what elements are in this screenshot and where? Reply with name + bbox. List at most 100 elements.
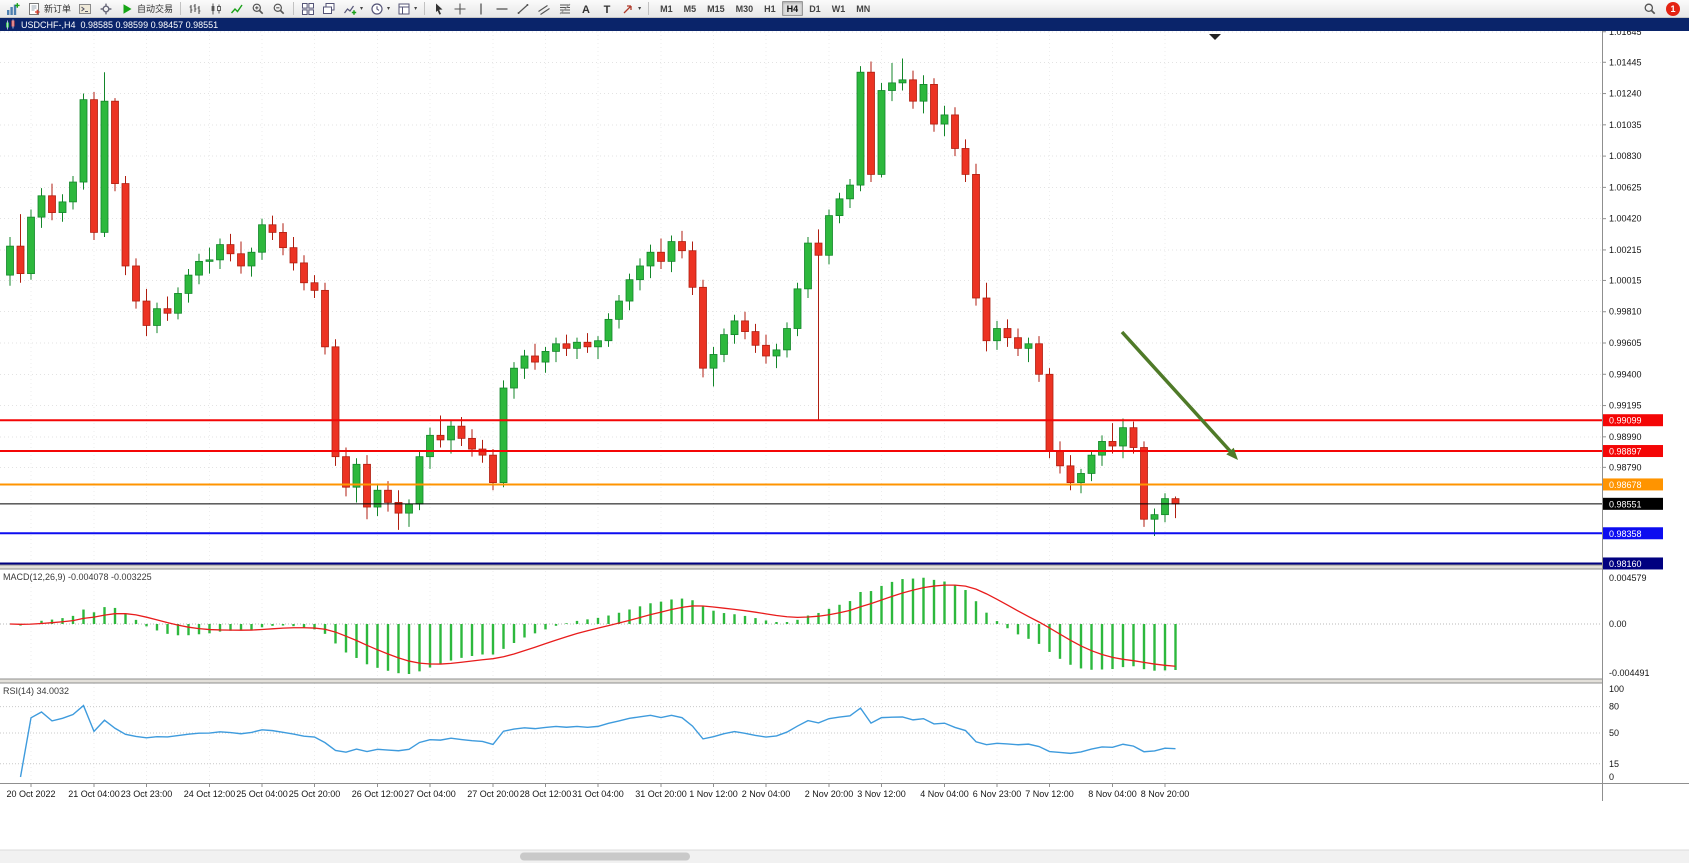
price-tick-label: 1.00420 [1609, 214, 1642, 224]
metaeditor-button[interactable] [75, 1, 95, 17]
periods-button[interactable]: ▾ [367, 1, 393, 17]
price-tick-label: 1.01645 [1609, 31, 1642, 37]
horizontal-scrollbar[interactable] [0, 849, 1689, 863]
level-price-tag-label: 0.98358 [1609, 529, 1642, 539]
zoom-out-button[interactable] [269, 1, 289, 17]
timeframe-mn[interactable]: MN [856, 4, 871, 14]
time-tick-label: 26 Oct 12:00 [352, 789, 404, 799]
timeframe-m30[interactable]: M30 [735, 4, 754, 14]
search-button[interactable] [1640, 1, 1660, 17]
indicators-icon [344, 5, 357, 15]
tile-windows-button[interactable] [298, 1, 318, 17]
cursor-icon [436, 3, 443, 15]
options-button[interactable] [96, 1, 116, 17]
timeframe-group: M1 M5 M15 M30 H1 H4 D1 W1 MN [655, 1, 875, 16]
toolbar-right-group: 1 [1640, 1, 1686, 17]
cascade-windows-icon [323, 2, 335, 14]
pane-separators[interactable] [0, 564, 1689, 684]
chart-window-icon [6, 19, 15, 30]
scrollbar-thumb[interactable] [520, 852, 690, 861]
crosshair-button[interactable] [450, 1, 470, 17]
time-tick-label: 6 Nov 23:00 [973, 789, 1022, 799]
cursor-button[interactable] [429, 1, 449, 17]
timeframe-m5[interactable]: M5 [683, 4, 697, 14]
templates-button[interactable]: ▾ [394, 1, 420, 17]
autotrading-button[interactable]: 自动交易 [117, 1, 176, 17]
arrows-tool-button[interactable]: ▾ [618, 1, 644, 17]
bar-chart-button[interactable] [185, 1, 205, 17]
timeframe-m15[interactable]: M15 [707, 4, 725, 14]
zoom-out-icon [273, 3, 285, 14]
level-price-tag-label: 0.98897 [1609, 447, 1642, 457]
horizontal-levels[interactable] [0, 419, 1602, 565]
tile-windows-icon [302, 2, 315, 15]
toolbar-separator [648, 2, 650, 15]
trendline-button[interactable] [513, 1, 533, 17]
crosshair-icon [454, 3, 466, 14]
bid-price-tag [1603, 497, 1663, 510]
trend-arrow-annotation[interactable] [1120, 330, 1238, 460]
level-price-tag-label: 0.98551 [1609, 499, 1642, 509]
new-chart-icon [7, 2, 20, 15]
macd-axis-min: -0.004491 [1609, 668, 1650, 678]
time-tick-label: 2 Nov 04:00 [742, 789, 791, 799]
time-tick-label: 1 Nov 12:00 [689, 789, 738, 799]
time-tick-label: 27 Oct 20:00 [467, 789, 519, 799]
time-tick-label: 25 Oct 04:00 [236, 789, 288, 799]
timeframe-h4[interactable]: H4 [781, 1, 804, 16]
rsi-line [19, 704, 1176, 778]
indicators-button[interactable]: ▾ [340, 1, 366, 17]
fibonacci-button[interactable] [555, 1, 575, 17]
line-chart-button[interactable] [227, 1, 247, 17]
price-chart-canvas[interactable]: MACD(12,26,9) -0.004078 -0.003225 RSI(14)… [0, 31, 1689, 863]
chart-shift-marker-icon[interactable] [1209, 34, 1221, 40]
rsi-pane: RSI(14) 34.0032 [0, 686, 1602, 778]
rsi-axis-label: 0 [1609, 772, 1614, 782]
vertical-line-icon [480, 3, 482, 14]
text-tool-icon: A [582, 4, 590, 16]
trendline-icon [517, 3, 529, 14]
zoom-in-button[interactable] [248, 1, 268, 17]
new-order-button[interactable]: 新订单 [24, 1, 74, 17]
time-tick-label: 24 Oct 12:00 [184, 789, 236, 799]
price-tick-label: 0.99400 [1609, 369, 1642, 379]
timeframe-d1[interactable]: D1 [809, 4, 821, 14]
new-order-label: 新订单 [44, 4, 72, 14]
time-tick-label: 20 Oct 2022 [6, 789, 55, 799]
price-tick-label: 1.01240 [1609, 89, 1642, 99]
chart-title: USDCHF-,H4 0.98585 0.98599 0.98457 0.985… [21, 19, 219, 30]
level-price-tag-label: 0.98678 [1609, 480, 1642, 490]
candles-group [6, 58, 1180, 537]
candlestick-chart-icon [211, 3, 221, 14]
timeframe-w1[interactable]: W1 [831, 4, 846, 14]
time-tick-label: 31 Oct 04:00 [572, 789, 624, 799]
notification-badge[interactable]: 1 [1666, 1, 1680, 16]
candlestick-chart-button[interactable] [206, 1, 226, 17]
price-tick-label: 1.00015 [1609, 275, 1642, 285]
svg-text:A: A [582, 4, 590, 16]
horizontal-line-button[interactable] [492, 1, 512, 17]
cascade-windows-button[interactable] [319, 1, 339, 17]
dropdown-caret-icon: ▾ [360, 5, 364, 12]
time-tick-label: 7 Nov 12:00 [1025, 789, 1074, 799]
zoom-in-icon [252, 3, 264, 14]
timeframe-h1[interactable]: H1 [764, 4, 776, 14]
price-tick-label: 0.98790 [1609, 462, 1642, 472]
rsi-axis-label: 100 [1609, 684, 1624, 694]
label-tool-button[interactable]: T [597, 1, 617, 17]
time-tick-label: 8 Nov 04:00 [1088, 789, 1137, 799]
autotrading-play-icon [123, 3, 132, 14]
price-tick-label: 0.99605 [1609, 338, 1642, 348]
timeframe-m1[interactable]: M1 [660, 4, 673, 14]
channel-button[interactable] [534, 1, 554, 17]
rsi-axis-label: 50 [1609, 728, 1619, 738]
time-tick-label: 25 Oct 20:00 [289, 789, 341, 799]
chart-titlebar[interactable]: USDCHF-,H4 0.98585 0.98599 0.98457 0.985… [0, 18, 1689, 31]
text-tool-button[interactable]: A [576, 1, 596, 17]
vertical-line-button[interactable] [471, 1, 491, 17]
svg-text:T: T [604, 4, 611, 16]
time-tick-label: 2 Nov 20:00 [805, 789, 854, 799]
new-chart-button[interactable] [3, 1, 23, 17]
price-axis[interactable]: 1.01645 1.01445 1.01240 1.01035 1.00830 1.006… [1602, 31, 1689, 863]
time-axis[interactable]: 20 Oct 2022 21 Oct 04:00 23 Oct 23:00 24 Oc… [0, 783, 1689, 799]
